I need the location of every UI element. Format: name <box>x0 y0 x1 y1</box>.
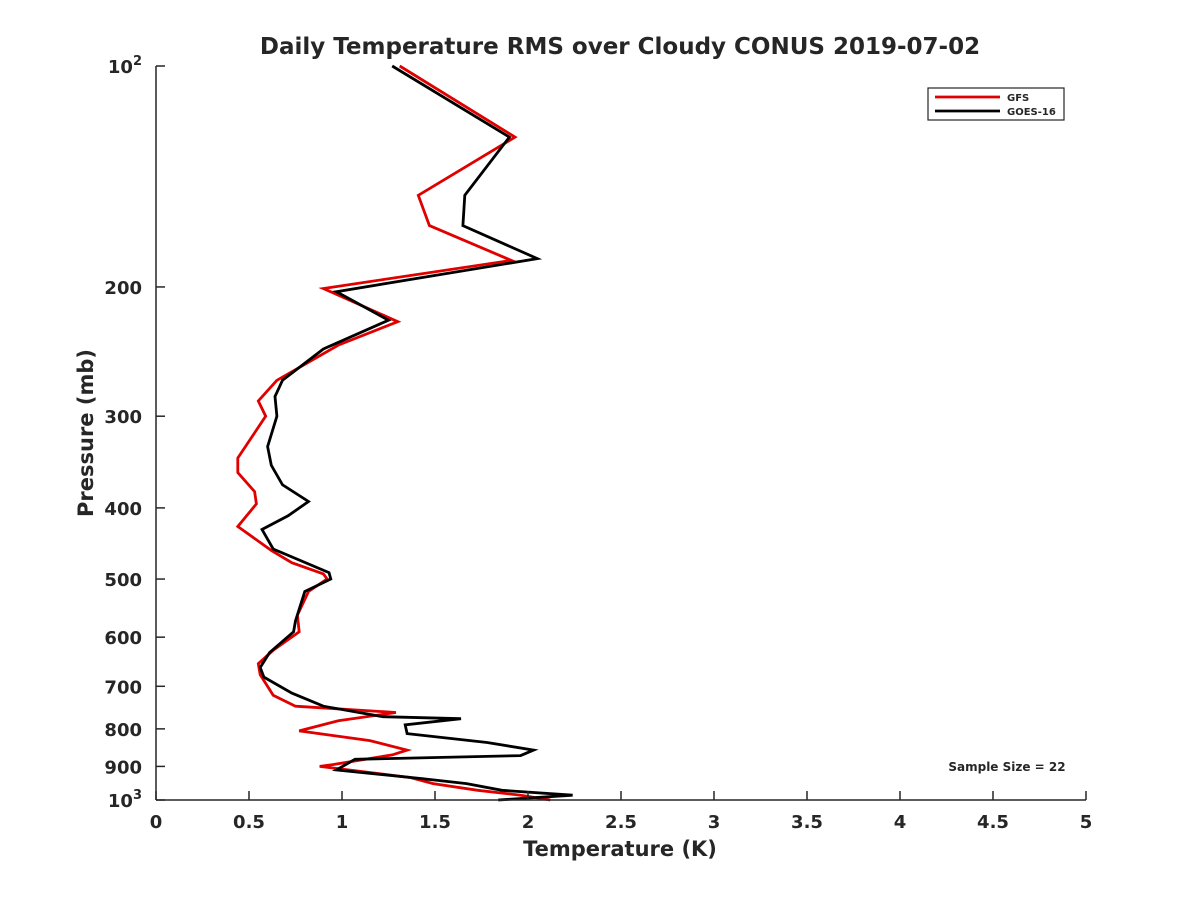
x-tick-label: 4 <box>894 812 907 833</box>
series-line-goes-16 <box>258 64 573 802</box>
x-axis-label: Temperature (K) <box>523 837 717 861</box>
x-tick-label: 0 <box>150 812 163 833</box>
y-tick-label: 102 <box>108 54 142 78</box>
x-tick-label: 3 <box>708 812 721 833</box>
y-tick-label: 300 <box>104 407 142 428</box>
legend-label: GOES-16 <box>1007 107 1056 118</box>
x-tick-label: 1.5 <box>419 812 451 833</box>
y-tick-label: 800 <box>104 720 142 741</box>
plot-area: 0 0.5 1 1.5 2 2.5 3 3.5 4 4.5 5 102 200 300 400 500 600… <box>104 54 1092 833</box>
series-lines <box>235 64 573 802</box>
y-tick-label: 400 <box>104 499 142 520</box>
sample-size-annotation: Sample Size = 22 <box>948 760 1065 774</box>
x-axis-ticks: 0 0.5 1 1.5 2 2.5 3 3.5 4 4.5 5 <box>150 791 1093 833</box>
x-tick-label: 1 <box>336 812 349 833</box>
y-tick-label: 103 <box>108 788 142 812</box>
legend-box <box>927 87 1065 121</box>
y-tick-label: 200 <box>104 278 142 299</box>
x-tick-label: 2 <box>522 812 535 833</box>
x-tick-label: 2.5 <box>605 812 637 833</box>
y-tick-label: 700 <box>104 677 142 698</box>
legend: GFS GOES-16 <box>927 87 1065 121</box>
y-axis-ticks: 102 200 300 400 500 600 700 800 900 103 <box>104 54 165 812</box>
x-tick-label: 0.5 <box>233 812 265 833</box>
y-tick-label: 600 <box>104 628 142 649</box>
chart-title: Daily Temperature RMS over Cloudy CONUS … <box>260 34 980 60</box>
y-tick-label: 900 <box>104 757 142 778</box>
x-tick-label: 5 <box>1080 812 1093 833</box>
legend-label: GFS <box>1007 93 1029 104</box>
x-tick-label: 3.5 <box>791 812 823 833</box>
y-axis-label: Pressure (mb) <box>74 349 98 517</box>
y-tick-label: 500 <box>104 570 142 591</box>
x-tick-label: 4.5 <box>977 812 1009 833</box>
